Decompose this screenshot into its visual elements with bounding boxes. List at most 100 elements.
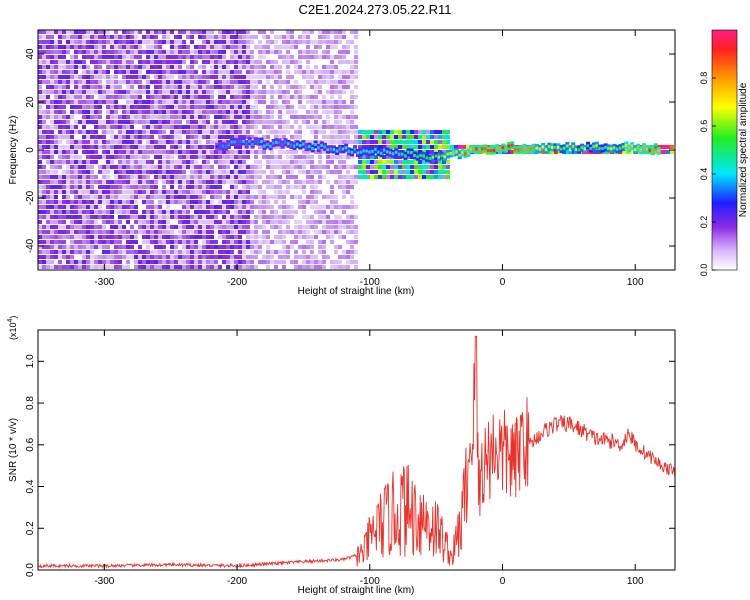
heatmap-cell: [226, 150, 230, 154]
heatmap-cell: [54, 205, 58, 209]
heatmap-cell: [274, 135, 278, 139]
heatmap-cell: [354, 225, 358, 229]
heatmap-cell: [38, 105, 42, 109]
heatmap-cell: [278, 160, 282, 164]
heatmap-cell: [38, 225, 42, 229]
heatmap-cell: [162, 170, 166, 174]
heatmap-cell: [130, 45, 134, 49]
heatmap-cell: [198, 140, 202, 144]
heatmap-cell: [94, 180, 98, 184]
heatmap-cell: [94, 115, 98, 119]
heatmap-cell: [154, 260, 158, 264]
heatmap-cell: [94, 160, 98, 164]
heatmap-cell: [178, 250, 182, 254]
heatmap-cell: [70, 145, 74, 149]
heatmap-cell: [146, 65, 150, 69]
heatmap-cell: [182, 215, 186, 219]
heatmap-cell: [94, 105, 98, 109]
heatmap-cell: [446, 170, 450, 174]
heatmap-cell: [182, 90, 186, 94]
heatmap-cell: [250, 195, 254, 199]
heatmap-cell: [194, 90, 198, 94]
heatmap-cell: [234, 115, 238, 119]
heatmap-cell: [258, 260, 262, 264]
heatmap-cell: [378, 165, 382, 169]
heatmap-cell: [310, 245, 314, 249]
heatmap-cell: [198, 200, 202, 204]
heatmap-cell: [58, 235, 62, 239]
heatmap-cell: [122, 30, 126, 34]
heatmap-cell: [90, 120, 94, 124]
heatmap-cell: [134, 65, 138, 69]
heatmap-cell: [70, 115, 74, 119]
heatmap-cell: [278, 110, 282, 114]
heatmap-cell: [334, 45, 338, 49]
heatmap-cell: [42, 150, 46, 154]
heatmap-cell: [190, 180, 194, 184]
heatmap-cell: [98, 60, 102, 64]
heatmap-cell: [390, 175, 394, 179]
heatmap-cell: [86, 245, 90, 249]
heatmap-cell: [42, 35, 46, 39]
heatmap-cell: [86, 260, 90, 264]
heatmap-cell: [194, 150, 198, 154]
heatmap-cell: [114, 260, 118, 264]
heatmap-cell: [166, 65, 170, 69]
heatmap-cell: [262, 190, 266, 194]
heatmap-cell: [182, 260, 186, 264]
heatmap-cell: [214, 190, 218, 194]
heatmap-cell: [122, 210, 126, 214]
heatmap-cell: [46, 225, 50, 229]
heatmap-cell: [42, 120, 46, 124]
heatmap-cell: [186, 230, 190, 234]
heatmap-cell: [294, 265, 298, 269]
heatmap-cell: [314, 70, 318, 74]
heatmap-cell: [42, 250, 46, 254]
heatmap-cell: [250, 230, 254, 234]
heatmap-cell: [274, 175, 278, 179]
heatmap-cell: [282, 190, 286, 194]
heatmap-cell: [102, 70, 106, 74]
heatmap-cell: [66, 155, 70, 159]
heatmap-cell: [114, 190, 118, 194]
heatmap-cell: [334, 155, 338, 159]
heatmap-cell: [162, 220, 166, 224]
heatmap-cell: [178, 200, 182, 204]
heatmap-cell: [98, 210, 102, 214]
heatmap-cell: [242, 185, 246, 189]
heatmap-cell: [238, 80, 242, 84]
heatmap-cell: [222, 240, 226, 244]
heatmap-cell: [218, 160, 222, 164]
heatmap-cell: [434, 145, 438, 149]
heatmap-cell: [146, 115, 150, 119]
heatmap-cell: [214, 195, 218, 199]
heatmap-cell: [58, 215, 62, 219]
heatmap-cell: [270, 250, 274, 254]
heatmap-cell: [78, 210, 82, 214]
heatmap-cell: [118, 160, 122, 164]
heatmap-cell: [198, 35, 202, 39]
heatmap-cell: [322, 105, 326, 109]
heatmap-cell: [274, 70, 278, 74]
heatmap-cell: [282, 90, 286, 94]
heatmap-cell: [42, 115, 46, 119]
heatmap-cell: [314, 95, 318, 99]
heatmap-cell: [242, 190, 246, 194]
heatmap-cell: [218, 180, 222, 184]
heatmap-cell: [126, 70, 130, 74]
heatmap-cell: [54, 245, 58, 249]
heatmap-cell: [246, 35, 250, 39]
heatmap-cell: [278, 235, 282, 239]
heatmap-cell: [130, 230, 134, 234]
heatmap-cell: [306, 80, 310, 84]
heatmap-cell: [90, 85, 94, 89]
heatmap-ridge-core: [400, 152, 404, 156]
heatmap-cell: [334, 135, 338, 139]
heatmap-cell: [102, 220, 106, 224]
heatmap-cell: [146, 245, 150, 249]
heatmap-cell: [194, 165, 198, 169]
heatmap-cell: [314, 200, 318, 204]
heatmap-cell: [310, 235, 314, 239]
heatmap-cell: [182, 170, 186, 174]
heatmap-cell: [210, 210, 214, 214]
